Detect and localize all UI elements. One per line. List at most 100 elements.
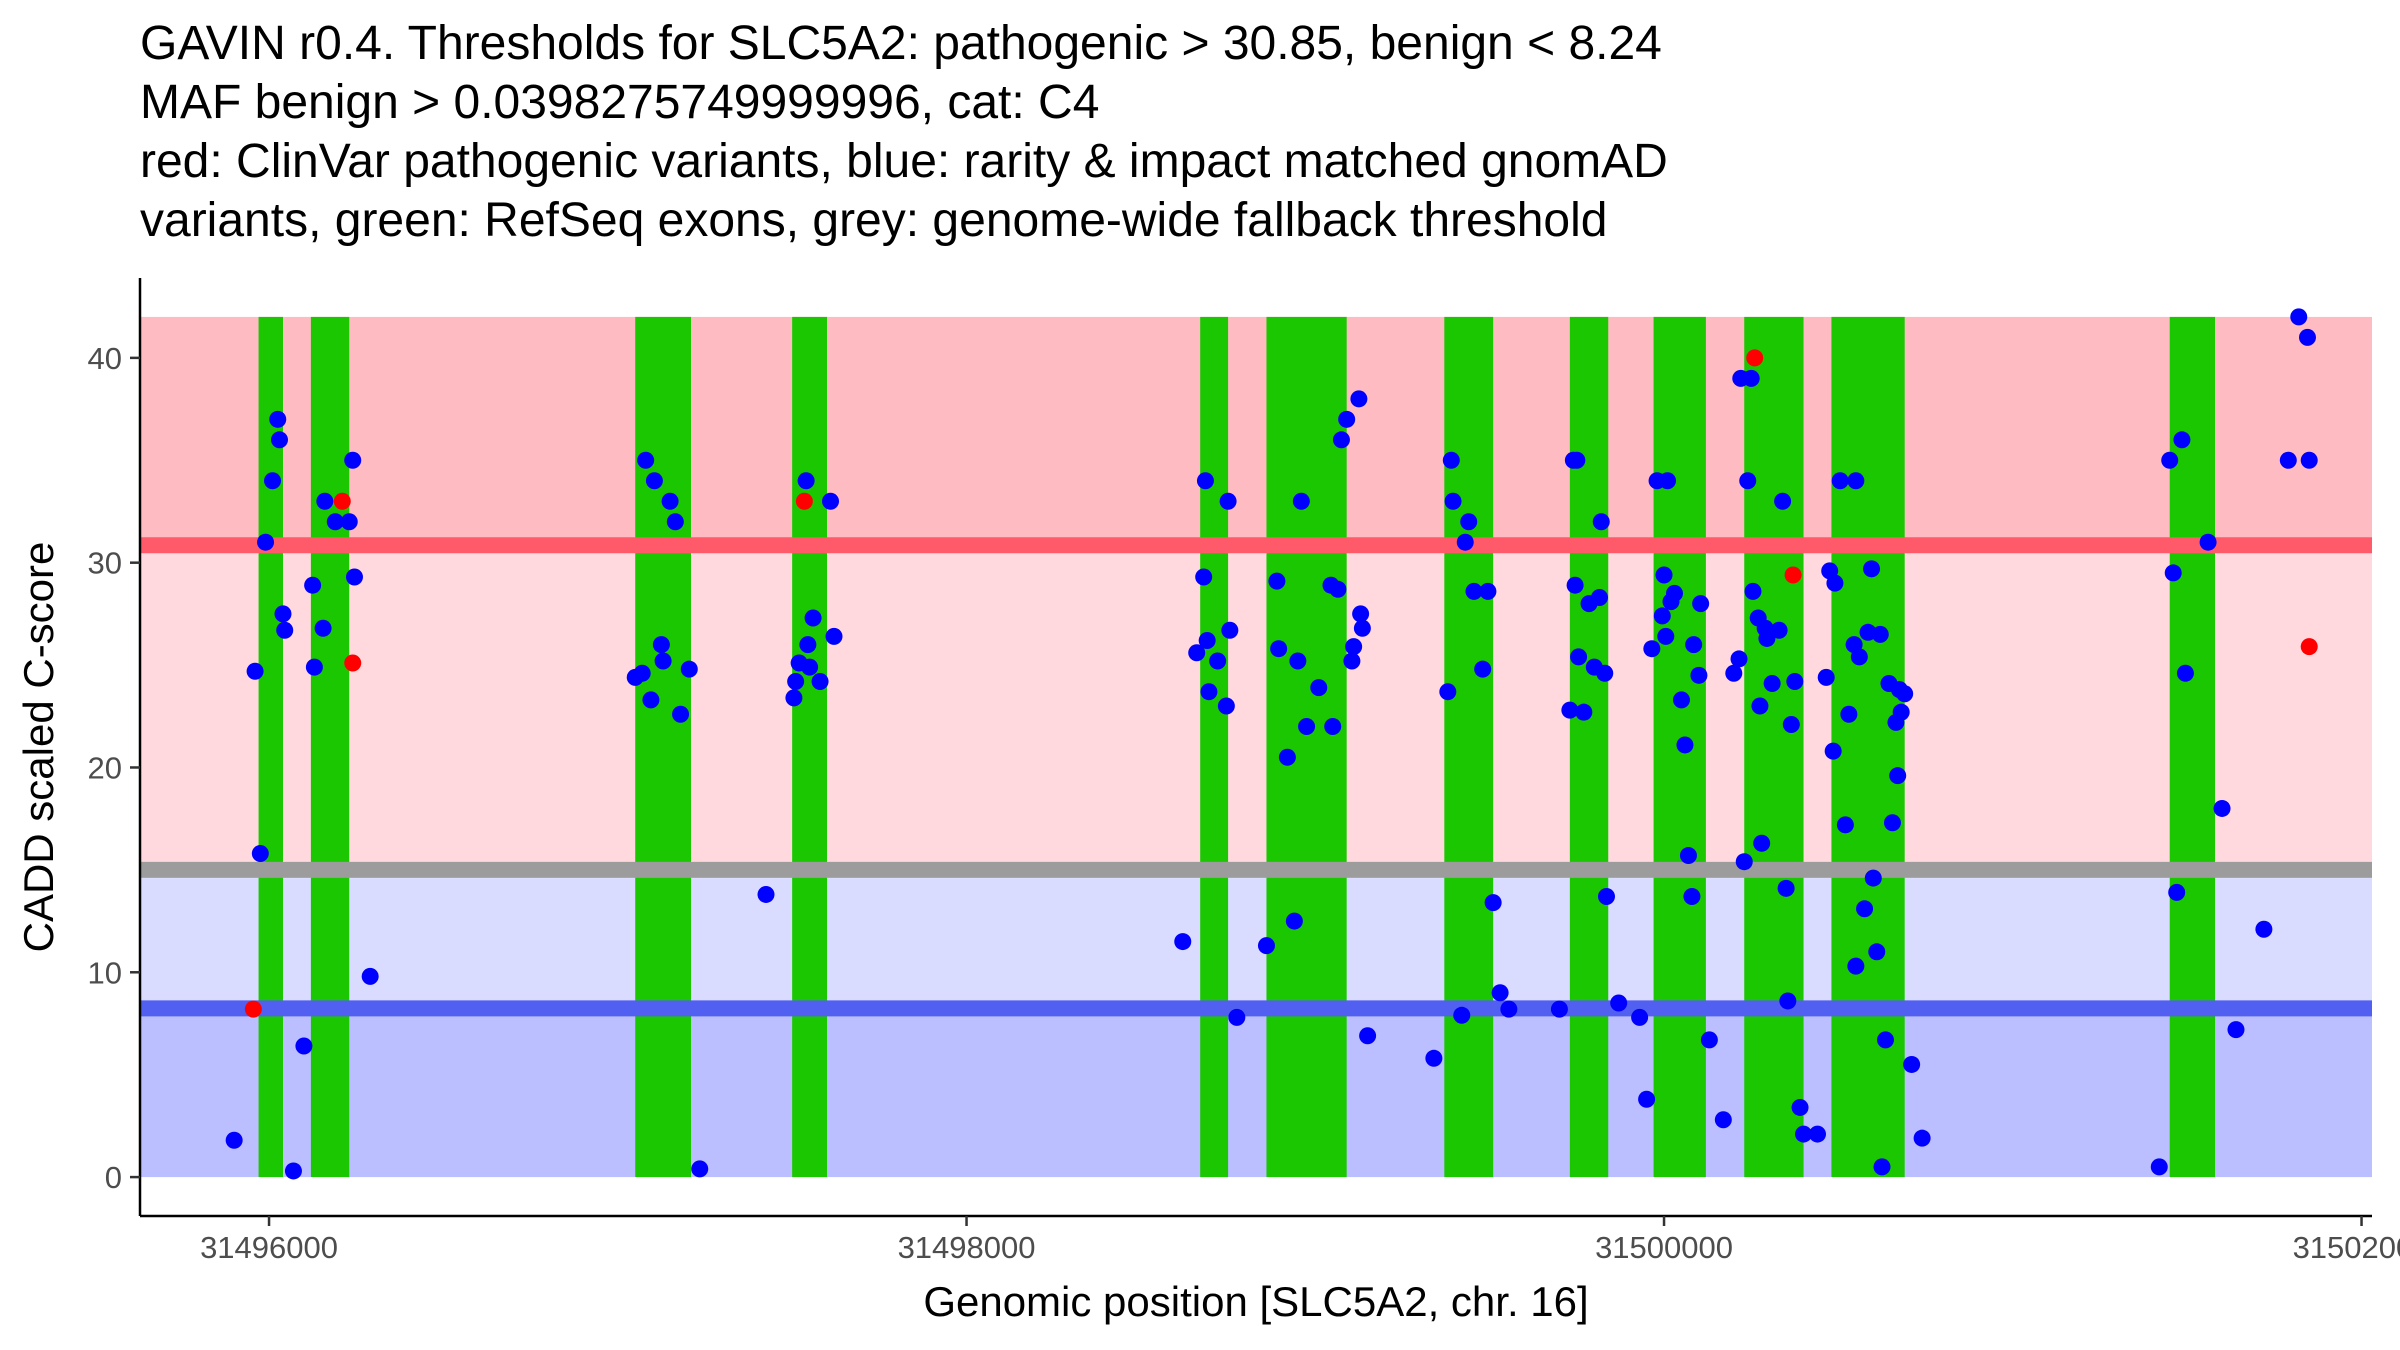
- gnomad-point-145: [1824, 742, 1842, 760]
- gnomad-point-28: [661, 492, 679, 510]
- gnomad-point-15: [316, 492, 334, 510]
- gnomad-point-4: [257, 533, 275, 551]
- variant-points: [225, 308, 2318, 1180]
- gnomad-point-148: [1836, 816, 1854, 834]
- gnomad-point-112: [1672, 691, 1690, 709]
- gnomad-point-27: [654, 652, 672, 670]
- gnomad-point-66: [1329, 580, 1347, 598]
- gnomad-point-181: [2279, 451, 2297, 469]
- gnomad-point-114: [1679, 847, 1697, 865]
- gnomad-point-115: [1683, 888, 1701, 906]
- gnomad-point-35: [787, 672, 805, 690]
- gnomad-point-26: [652, 636, 670, 654]
- gnomad-point-75: [1425, 1049, 1443, 1067]
- gnomad-point-91: [1566, 576, 1584, 594]
- clinvar-point-7: [2300, 638, 2318, 656]
- y-tick-label: 10: [88, 955, 122, 990]
- gnomad-point-42: [822, 492, 840, 510]
- gnomad-point-38: [799, 636, 817, 654]
- gnomad-point-59: [1285, 912, 1303, 930]
- exon-bar-2: [310, 316, 350, 1178]
- gnomad-point-140: [1791, 1098, 1809, 1116]
- gnomad-point-129: [1751, 697, 1769, 715]
- gnomad-point-41: [811, 672, 829, 690]
- gnomad-point-172: [2161, 451, 2179, 469]
- clinvar-point-1: [244, 1000, 262, 1018]
- title-line-1: GAVIN r0.4. Thresholds for SLC5A2: patho…: [140, 17, 1662, 70]
- gnomad-point-94: [1575, 703, 1593, 721]
- gnomad-point-184: [2300, 451, 2318, 469]
- gnomad-point-77: [1442, 451, 1460, 469]
- gnomad-point-146: [1826, 574, 1844, 592]
- gnomad-point-161: [1876, 1031, 1894, 1049]
- x-tick-label: 31502000: [2293, 1230, 2400, 1265]
- gnomad-point-157: [1864, 869, 1882, 887]
- gnomad-point-69: [1343, 652, 1361, 670]
- gnomad-point-3: [251, 844, 269, 862]
- gnomad-point-152: [1847, 957, 1865, 975]
- gnomad-point-78: [1444, 492, 1462, 510]
- gnomad-point-32: [691, 1160, 709, 1178]
- clinvar-point-2: [333, 492, 351, 510]
- gnomad-point-170: [1913, 1129, 1931, 1147]
- gnomad-point-9: [276, 621, 294, 639]
- y-tick-label: 0: [105, 1160, 122, 1195]
- gnomad-point-159: [1871, 625, 1889, 643]
- x-tick-label: 31496000: [200, 1230, 338, 1265]
- grey-zone-upper: [141, 545, 2372, 864]
- exon-bar-6: [1266, 316, 1347, 1178]
- gnomad-point-70: [1345, 638, 1363, 656]
- pathogenic-zone: [141, 316, 2372, 546]
- y-ticks: 0 10 20 30 40: [88, 341, 140, 1195]
- gnomad-point-58: [1278, 748, 1296, 766]
- gnomad-point-79: [1453, 1006, 1471, 1024]
- gnomad-point-167: [1892, 703, 1910, 721]
- benign-zone: [141, 1008, 2372, 1178]
- gnomad-point-104: [1643, 640, 1661, 658]
- clinvar-point-6: [1784, 566, 1802, 584]
- gnomad-point-23: [637, 451, 655, 469]
- gnomad-point-6: [269, 410, 287, 428]
- gnomad-point-44: [1174, 933, 1192, 951]
- gnomad-point-168: [1896, 685, 1914, 703]
- gnomad-point-107: [1655, 566, 1673, 584]
- gnomad-point-179: [2227, 1021, 2245, 1039]
- gnomad-point-25: [645, 472, 663, 490]
- gnomad-point-93: [1570, 648, 1588, 666]
- gnomad-point-76: [1439, 683, 1457, 701]
- gnomad-point-117: [1690, 666, 1708, 684]
- gnomad-point-51: [1217, 697, 1235, 715]
- gnomad-point-86: [1491, 984, 1509, 1002]
- gnomad-point-53: [1221, 621, 1239, 639]
- gnomad-point-122: [1730, 650, 1748, 668]
- gnomad-point-50: [1209, 652, 1227, 670]
- gnomad-point-29: [666, 513, 684, 531]
- gnomad-point-47: [1196, 472, 1214, 490]
- gnomad-point-71: [1350, 390, 1368, 408]
- gnomad-point-61: [1292, 492, 1310, 510]
- gnomad-point-7: [271, 431, 288, 449]
- gnomad-point-39: [801, 658, 819, 676]
- gnomad-point-56: [1268, 572, 1286, 590]
- gnomad-point-130: [1753, 834, 1771, 852]
- gnomad-point-20: [361, 967, 379, 985]
- gnomad-point-141: [1795, 1125, 1813, 1143]
- gnomad-point-109: [1659, 472, 1677, 490]
- gnomad-point-127: [1744, 582, 1762, 600]
- gnomad-point-18: [345, 568, 363, 586]
- gnomad-point-125: [1739, 472, 1757, 490]
- gnomad-point-1: [225, 1131, 243, 1149]
- gnomad-point-12: [304, 576, 322, 594]
- gnomad-point-82: [1465, 582, 1483, 600]
- gnomad-point-5: [264, 472, 282, 490]
- gnomad-point-16: [326, 513, 344, 531]
- gnomad-point-150: [1847, 472, 1865, 490]
- gnomad-point-98: [1592, 513, 1610, 531]
- x-tick-label: 31500000: [1595, 1230, 1733, 1265]
- gnomad-point-135: [1774, 492, 1792, 510]
- gnomad-point-48: [1198, 632, 1216, 650]
- gnomad-point-149: [1840, 705, 1858, 723]
- gnomad-point-85: [1484, 894, 1502, 912]
- x-ticks: 31496000 31498000 31500000 31502000: [200, 1216, 2400, 1265]
